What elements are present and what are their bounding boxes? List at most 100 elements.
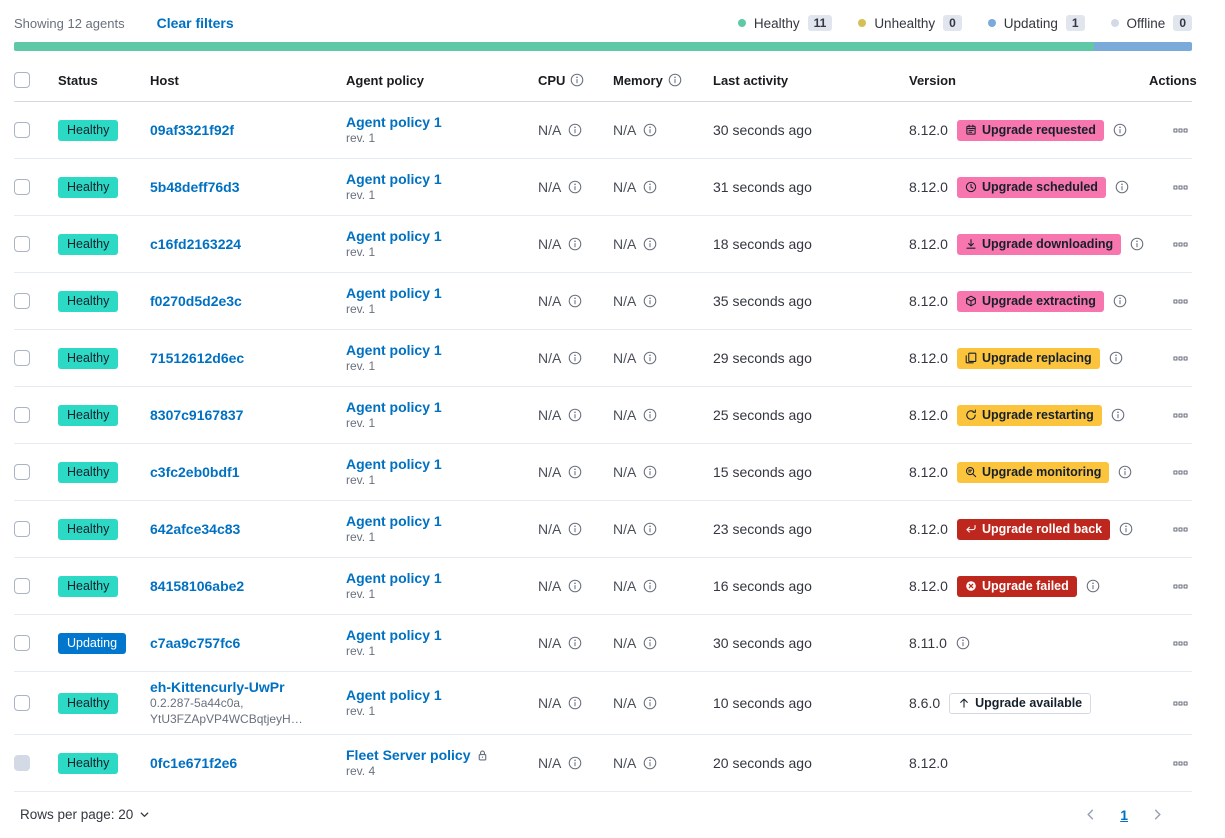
agent-policy-link[interactable]: Agent policy 1: [346, 228, 442, 244]
cpu-value: N/A: [538, 464, 562, 480]
info-icon[interactable]: [643, 696, 657, 710]
info-icon[interactable]: [568, 579, 582, 593]
select-all-checkbox[interactable]: [14, 72, 30, 88]
host-link[interactable]: 642afce34c83: [150, 521, 241, 537]
agent-policy-link[interactable]: Agent policy 1: [346, 114, 442, 130]
info-icon[interactable]: [568, 351, 582, 365]
row-actions-button[interactable]: [1169, 233, 1192, 256]
row-actions-button[interactable]: [1169, 752, 1192, 775]
boxes-horizontal-icon: [1173, 408, 1188, 423]
row-checkbox[interactable]: [14, 578, 30, 594]
info-icon[interactable]: [1111, 408, 1125, 422]
host-link[interactable]: c16fd2163224: [150, 236, 242, 252]
host-link[interactable]: 8307c9167837: [150, 407, 244, 423]
agent-policy-link[interactable]: Agent policy 1: [346, 570, 442, 586]
status-dot-icon: [737, 19, 746, 27]
row-actions-button[interactable]: [1169, 176, 1192, 199]
row-checkbox[interactable]: [14, 350, 30, 366]
info-icon[interactable]: [643, 180, 657, 194]
agent-policy-link[interactable]: Agent policy 1: [346, 627, 442, 643]
agent-policy-link[interactable]: Agent policy 1: [346, 399, 442, 415]
agent-policy-link[interactable]: Agent policy 1: [346, 513, 442, 529]
host-link[interactable]: eh-Kittencurly-UwPr: [150, 679, 285, 695]
row-actions-button[interactable]: [1169, 119, 1192, 142]
row-checkbox[interactable]: [14, 521, 30, 537]
row-actions-button[interactable]: [1169, 290, 1192, 313]
info-icon[interactable]: [643, 408, 657, 422]
table-row: Healthy 09af3321f92f Agent policy 1 rev. 1 N…: [14, 102, 1192, 159]
info-icon[interactable]: [1113, 123, 1127, 137]
boxes-horizontal-icon: [1173, 237, 1188, 252]
info-icon[interactable]: [1115, 180, 1129, 194]
host-link[interactable]: 71512612d6ec: [150, 350, 245, 366]
host-link[interactable]: c7aa9c757fc6: [150, 635, 241, 651]
info-icon[interactable]: [643, 465, 657, 479]
info-icon[interactable]: [643, 756, 657, 770]
info-icon[interactable]: [568, 123, 582, 137]
row-checkbox[interactable]: [14, 122, 30, 138]
info-icon[interactable]: [1130, 237, 1144, 251]
row-checkbox[interactable]: [14, 179, 30, 195]
policy-revision: rev. 1: [346, 245, 376, 259]
info-icon[interactable]: [643, 636, 657, 650]
agent-policy-link[interactable]: Fleet Server policy: [346, 747, 471, 763]
clock-icon: [965, 181, 977, 193]
page-number-button[interactable]: 1: [1114, 806, 1134, 824]
info-icon[interactable]: [643, 579, 657, 593]
info-icon[interactable]: [568, 756, 582, 770]
boxes-horizontal-icon: [1173, 636, 1188, 651]
info-icon[interactable]: [568, 408, 582, 422]
info-icon[interactable]: [956, 636, 970, 650]
host-link[interactable]: 0fc1e671f2e6: [150, 755, 238, 771]
row-actions-button[interactable]: [1169, 347, 1192, 370]
info-icon[interactable]: [643, 294, 657, 308]
agent-policy-link[interactable]: Agent policy 1: [346, 687, 442, 703]
info-icon[interactable]: [570, 73, 584, 87]
info-icon[interactable]: [643, 351, 657, 365]
info-icon[interactable]: [1086, 579, 1100, 593]
row-actions-button[interactable]: [1169, 575, 1192, 598]
agent-policy-link[interactable]: Agent policy 1: [346, 171, 442, 187]
rows-per-page-button[interactable]: Rows per page: 20: [14, 806, 157, 823]
next-page-button[interactable]: [1148, 805, 1167, 824]
info-icon[interactable]: [568, 237, 582, 251]
row-actions-button[interactable]: [1169, 632, 1192, 655]
row-checkbox[interactable]: [14, 407, 30, 423]
info-icon[interactable]: [1113, 294, 1127, 308]
info-icon[interactable]: [643, 123, 657, 137]
info-icon[interactable]: [568, 522, 582, 536]
agent-policy-link[interactable]: Agent policy 1: [346, 342, 442, 358]
agent-policy-link[interactable]: Agent policy 1: [346, 285, 442, 301]
row-actions-button[interactable]: [1169, 692, 1192, 715]
host-link[interactable]: c3fc2eb0bdf1: [150, 464, 240, 480]
row-checkbox[interactable]: [14, 695, 30, 711]
host-link[interactable]: f0270d5d2e3c: [150, 293, 242, 309]
row-checkbox[interactable]: [14, 236, 30, 252]
row-checkbox[interactable]: [14, 635, 30, 651]
memory-value: N/A: [613, 635, 637, 651]
row-checkbox[interactable]: [14, 293, 30, 309]
row-checkbox[interactable]: [14, 464, 30, 480]
agent-policy-link[interactable]: Agent policy 1: [346, 456, 442, 472]
clear-filters-link[interactable]: Clear filters: [156, 15, 234, 31]
info-icon[interactable]: [568, 696, 582, 710]
host-link[interactable]: 84158106abe2: [150, 578, 245, 594]
host-link[interactable]: 5b48deff76d3: [150, 179, 240, 195]
row-actions-button[interactable]: [1169, 518, 1192, 541]
info-icon[interactable]: [568, 465, 582, 479]
info-icon[interactable]: [643, 522, 657, 536]
info-icon[interactable]: [1119, 522, 1133, 536]
row-actions-button[interactable]: [1169, 404, 1192, 427]
info-icon[interactable]: [1118, 465, 1132, 479]
status-dot-icon: [858, 19, 867, 27]
row-actions-button[interactable]: [1169, 461, 1192, 484]
info-icon[interactable]: [1109, 351, 1123, 365]
cpu-value: N/A: [538, 350, 562, 366]
previous-page-button[interactable]: [1081, 805, 1100, 824]
info-icon[interactable]: [568, 636, 582, 650]
host-link[interactable]: 09af3321f92f: [150, 122, 235, 138]
info-icon[interactable]: [668, 73, 682, 87]
info-icon[interactable]: [568, 180, 582, 194]
info-icon[interactable]: [643, 237, 657, 251]
info-icon[interactable]: [568, 294, 582, 308]
